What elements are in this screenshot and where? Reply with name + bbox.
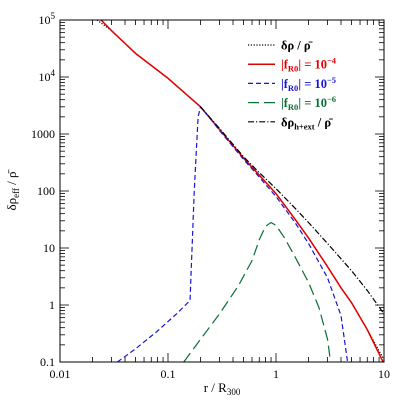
- x-axis-label-sub: 300: [227, 387, 241, 397]
- y-tick-label-base: 1000: [31, 127, 55, 141]
- legend-label-sub: h+ext: [294, 121, 315, 131]
- legend-label: |fR0| = 10−5: [281, 75, 336, 93]
- legend-label-main: |f: [281, 58, 289, 72]
- series-line-3: [117, 106, 349, 362]
- legend-entry: |fR0| = 10−6: [248, 94, 336, 112]
- legend-label: δρ / ρ̄: [281, 39, 313, 53]
- y-tick-label: 1: [49, 298, 55, 312]
- y-tick-label: 1000: [31, 127, 55, 141]
- legend-label-tail: / ρ̄: [315, 115, 333, 129]
- y-tick-label-base: 10: [39, 13, 51, 27]
- legend-label-main: |f: [281, 77, 289, 91]
- y-tick-label: 0.1: [40, 355, 55, 369]
- legend-entry: |fR0| = 10−5: [248, 75, 336, 93]
- series-line-1: [96, 20, 384, 360]
- y-tick-label-exp: 5: [51, 11, 56, 21]
- y-tick-label: 10: [43, 241, 55, 255]
- y-tick-label: 100: [37, 184, 55, 198]
- y-axis-label-sub: eff: [11, 188, 21, 198]
- legend-label-sub: R0: [288, 102, 298, 112]
- legend-entry: δρh+ext / ρ̄: [248, 115, 333, 131]
- y-axis-label: δρeff / ρ̄: [4, 169, 21, 210]
- y-tick-label: 104: [39, 68, 56, 84]
- x-tick-label: 0.01: [50, 367, 71, 381]
- legend-label-main: δρ: [281, 115, 294, 129]
- plot-frame: [59, 19, 385, 363]
- y-tick-label-base: 0.1: [40, 355, 55, 369]
- y-axis-label-tail: / ρ̄: [4, 169, 19, 188]
- y-tick-label-base: 10: [43, 241, 55, 255]
- legend-label-sub: R0: [288, 64, 298, 74]
- legend-label-exp: −4: [327, 56, 337, 66]
- legend-label-exp: −5: [327, 75, 336, 85]
- y-tick-label: 105: [39, 11, 56, 27]
- y-tick-label-exp: 4: [51, 68, 56, 78]
- y-tick-label-base: 10: [39, 70, 51, 84]
- x-axis-label-main: r / R: [204, 380, 227, 395]
- legend-label-tail: | = 10: [298, 96, 327, 110]
- y-tick-label-base: 100: [37, 184, 55, 198]
- legend-entry: δρ / ρ̄: [248, 39, 313, 53]
- legend-label-tail: | = 10: [298, 58, 327, 72]
- y-axis-label-main: δρ: [4, 198, 19, 211]
- series-line-2: [100, 20, 384, 362]
- ticks-layer: [59, 20, 384, 363]
- legend-label: |fR0| = 10−6: [281, 94, 336, 112]
- legend-label: |fR0| = 10−4: [281, 56, 337, 74]
- legend-label-tail: | = 10: [298, 77, 327, 91]
- legend-label-sub: R0: [288, 83, 298, 93]
- series-line-4: [183, 221, 332, 362]
- x-tick-label: 10: [378, 367, 390, 381]
- legend-label: δρh+ext / ρ̄: [281, 115, 333, 131]
- series-line-5: [200, 106, 384, 315]
- x-tick-label: 0.1: [161, 367, 176, 381]
- legend: δρ / ρ̄|fR0| = 10−4|fR0| = 10−5|fR0| = 1…: [248, 39, 337, 131]
- x-tick-label: 1: [273, 367, 279, 381]
- series-layer: [96, 20, 384, 362]
- legend-entry: |fR0| = 10−4: [248, 56, 337, 74]
- legend-label-main: |f: [281, 96, 289, 110]
- legend-label-main: δρ / ρ̄: [281, 39, 313, 53]
- legend-label-exp: −6: [327, 94, 336, 104]
- x-axis-label: r / R300: [204, 380, 241, 397]
- y-tick-label-base: 1: [49, 298, 55, 312]
